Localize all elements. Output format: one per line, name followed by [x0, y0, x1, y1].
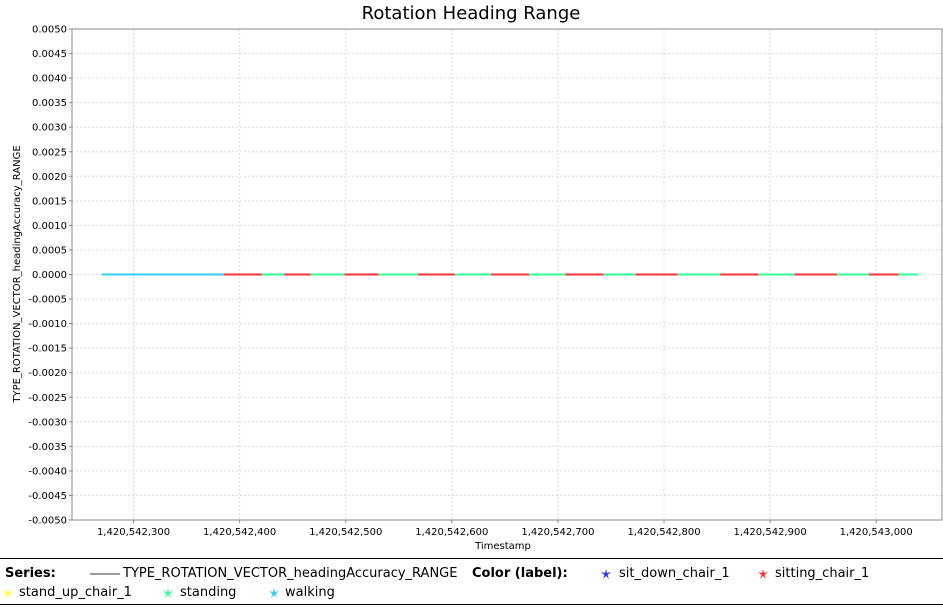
y-tick-label: 0.0045: [32, 49, 67, 60]
legend-stand-up-chair-1-icon: [3, 588, 13, 598]
y-tick-label: -0.0035: [28, 442, 67, 453]
legend-sitting-chair-1-icon: [758, 569, 768, 579]
y-tick-label: 0.0010: [32, 221, 67, 232]
y-tick-label: 0.0020: [32, 172, 67, 183]
legend-color-heading: Color (label):: [472, 566, 568, 581]
x-axis-label: Timestamp: [474, 541, 531, 552]
y-tick-label: -0.0040: [28, 466, 67, 477]
chart: Rotation Heading Range 0.0050 0.0045 0.004…: [12, 3, 943, 552]
legend-label-stand-up-chair-1: stand_up_chair_1: [19, 585, 132, 600]
legend-label-standing: standing: [180, 585, 237, 600]
legend-bottom-border: [0, 604, 943, 605]
legend-label-walking: walking: [285, 585, 335, 600]
y-axis: 0.0050 0.0045 0.0040 0.0035 0.0030 0.0025 0.00…: [28, 25, 72, 527]
legend-series-heading: Series:: [5, 566, 56, 581]
legend: Series: TYPE_ROTATION_VECTOR_headingAccu…: [0, 558, 943, 608]
y-tick-label: 0.0050: [32, 25, 67, 36]
y-tick-label: -0.0015: [28, 344, 67, 355]
x-tick-label: 1,420,542,700: [521, 527, 594, 538]
legend-label-sit-down-chair-1: sit_down_chair_1: [619, 566, 730, 581]
legend-walking-icon: [269, 588, 279, 598]
y-tick-label: 0.0035: [32, 98, 67, 109]
x-axis: 1,420,542,300 1,420,542,400 1,420,542,500 1…: [97, 520, 913, 538]
y-tick-label: 0.0000: [32, 270, 67, 281]
x-tick-label: 1,420,542,400: [203, 527, 276, 538]
y-tick-label: 0.0015: [32, 196, 67, 207]
y-tick-label: -0.0050: [28, 516, 67, 527]
legend-series-name: TYPE_ROTATION_VECTOR_headingAccuracy_RAN…: [123, 566, 458, 581]
y-tick-label: 0.0005: [32, 245, 67, 256]
y-tick-label: -0.0020: [28, 368, 67, 379]
y-tick-label: -0.0025: [28, 393, 67, 404]
x-tick-label: 1,420,542,600: [415, 527, 488, 538]
x-tick-label: 1,420,542,900: [734, 527, 807, 538]
y-tick-label: -0.0030: [28, 417, 67, 428]
y-tick-label: -0.0010: [28, 319, 67, 330]
legend-series-line-icon: [90, 573, 120, 575]
legend-label-sitting-chair-1: sitting_chair_1: [775, 566, 870, 581]
y-tick-label: -0.0045: [28, 491, 67, 502]
chart-title: Rotation Heading Range: [362, 3, 581, 24]
x-tick-label: 1,420,542,800: [627, 527, 700, 538]
y-tick-label: 0.0025: [32, 147, 67, 158]
x-tick-label: 1,420,542,500: [309, 527, 382, 538]
y-tick-label: -0.0005: [28, 295, 67, 306]
x-tick-label: 1,420,543,000: [840, 527, 913, 538]
y-tick-label: 0.0030: [32, 123, 67, 134]
y-axis-label: TYPE_ROTATION_VECTOR_headingAccuracy_RAN…: [12, 145, 23, 403]
x-tick-label: 1,420,542,300: [97, 527, 170, 538]
y-tick-label: 0.0040: [32, 74, 67, 85]
legend-standing-icon: [163, 588, 173, 598]
legend-sit-down-chair-1-icon: [601, 569, 611, 579]
